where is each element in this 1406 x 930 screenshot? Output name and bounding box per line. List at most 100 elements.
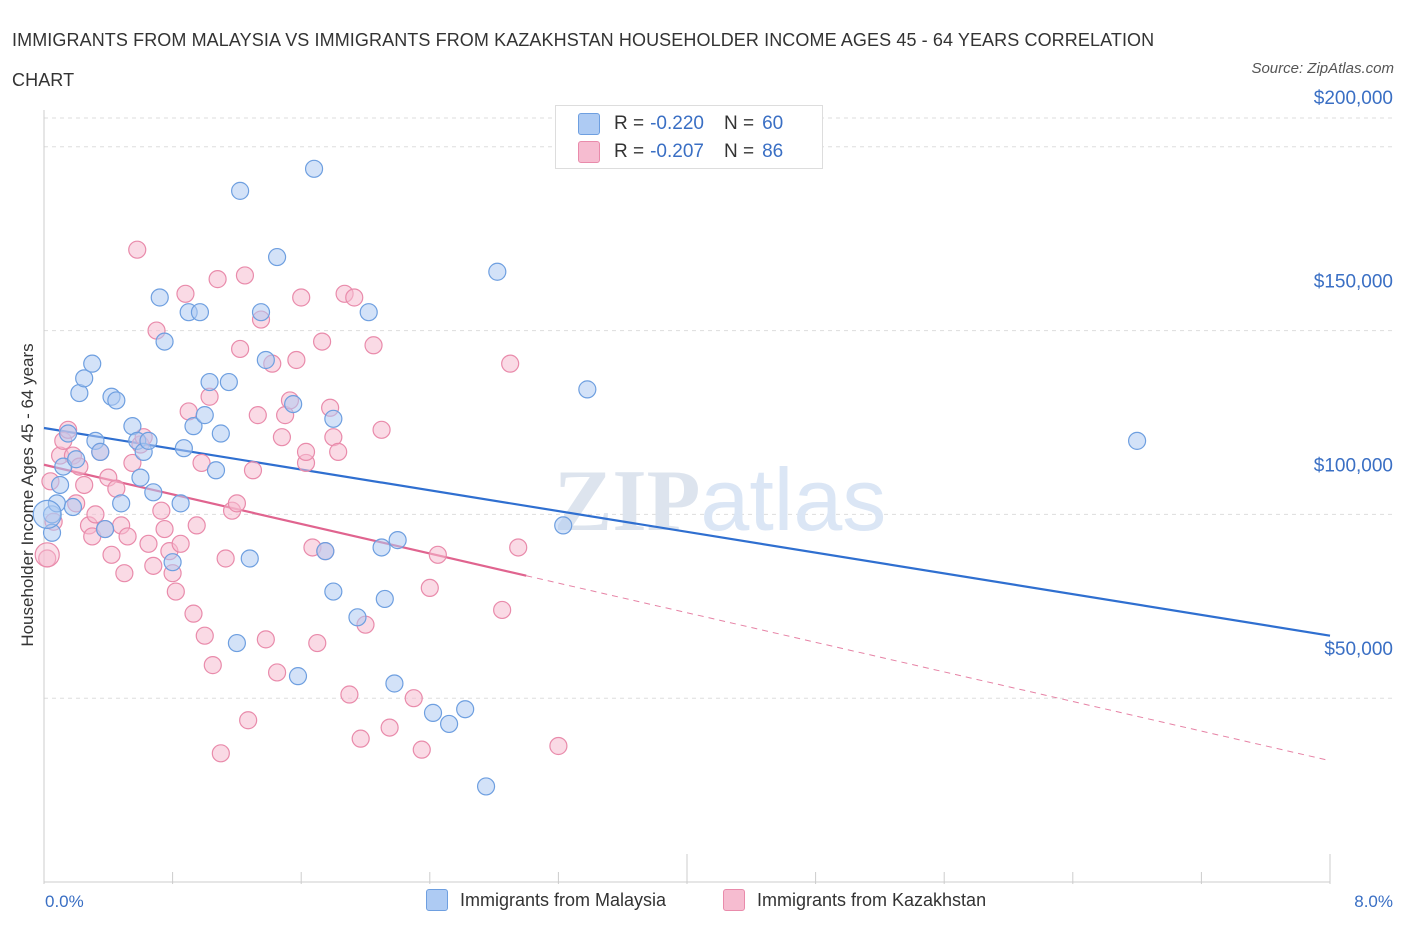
points-layer [32,159,1147,796]
legend-r-label: R = [614,113,645,134]
point-malaysia [476,777,496,796]
point-kazakhstan [192,453,211,473]
point-kazakhstan [102,545,121,564]
series-legend-kazakhstan: Immigrants from Kazakhstan [723,889,986,911]
series-legend-malaysia: Immigrants from Malaysia [426,889,666,911]
legend-n-value: 60 [762,113,784,134]
series-name-kazakhstan: Immigrants from Kazakhstan [757,889,987,910]
point-malaysia [200,372,219,392]
point-kazakhstan [115,564,134,583]
x-tick-label-max: 8.0% [1354,892,1393,911]
legend-r-value: -0.220 [650,113,704,134]
point-malaysia [439,714,459,734]
point-kazakhstan [211,744,230,763]
point-malaysia [324,409,343,428]
point-malaysia [385,674,404,693]
point-malaysia [227,633,246,653]
chart-title: IMMIGRANTS FROM MALAYSIA VS IMMIGRANTS F… [12,30,1155,90]
point-malaysia [256,350,275,370]
point-malaysia [456,700,475,719]
point-malaysia [1127,431,1147,450]
watermark: ZIPatlas [554,450,887,550]
point-kazakhstan [267,663,287,682]
point-kazakhstan [152,501,171,520]
point-kazakhstan [329,442,348,461]
trend-line-extension-kazakhstan [526,575,1331,762]
point-malaysia [288,667,308,686]
point-malaysia [219,372,238,392]
point-malaysia [267,247,287,267]
series-swatch-malaysia [426,889,448,911]
point-kazakhstan [380,718,399,737]
point-kazakhstan [86,505,105,524]
point-kazakhstan [123,453,142,473]
point-kazakhstan [351,729,370,748]
point-malaysia [95,519,115,539]
point-kazakhstan [287,350,306,370]
point-malaysia [112,494,131,513]
point-malaysia [91,442,110,461]
point-malaysia [240,549,259,568]
point-kazakhstan [364,336,383,355]
point-kazakhstan [128,240,147,259]
trend-line-malaysia [43,426,1331,637]
point-malaysia [139,431,158,450]
legend-row-kazakhstan: R = -0.207 N = 86 [578,139,783,165]
point-kazakhstan [412,740,431,759]
point-malaysia [251,303,271,322]
legend-row-malaysia: R = -0.220 N = 60 [578,111,783,137]
point-malaysia [316,542,335,561]
point-malaysia [59,424,78,443]
legend-swatch-kazakhstan [578,141,600,163]
point-malaysia [211,424,230,443]
y-tick-label: $150,000 [1314,272,1393,293]
point-kazakhstan [155,519,174,539]
point-kazakhstan [231,339,250,359]
point-kazakhstan [216,549,235,568]
point-kazakhstan [272,428,292,447]
series-swatch-kazakhstan [723,889,745,911]
point-kazakhstan [187,516,206,535]
source-credit: Source: ZipAtlas.com [1251,60,1394,77]
point-malaysia [67,450,86,469]
series-legend: Immigrants from Malaysia Immigrants from… [0,889,1406,915]
point-malaysia [155,332,174,351]
point-kazakhstan [176,284,195,303]
point-kazakhstan [292,288,311,307]
point-malaysia [107,391,126,410]
point-kazakhstan [312,332,332,351]
y-tick-label: $50,000 [1324,639,1393,660]
point-kazakhstan [195,626,214,645]
point-malaysia [83,354,102,373]
point-kazakhstan [208,270,227,289]
point-malaysia [206,461,226,480]
point-malaysia [75,369,94,388]
point-kazakhstan [420,578,439,598]
point-kazakhstan [227,494,246,513]
point-malaysia [190,303,210,322]
point-kazakhstan [509,538,528,557]
y-tick-label: $200,000 [1314,88,1393,109]
point-kazakhstan [139,534,158,553]
watermark-text: atlas [700,450,886,549]
point-malaysia [388,531,407,550]
point-malaysia [372,538,391,557]
point-malaysia [32,499,62,529]
legend-n-label: N = [723,141,755,162]
point-kazakhstan [501,354,520,373]
x-tick-label-min: 0.0% [45,892,84,911]
point-kazakhstan [203,656,222,675]
point-malaysia [304,159,324,178]
point-kazakhstan [75,475,94,495]
point-kazakhstan [118,527,137,546]
point-kazakhstan [308,633,327,653]
y-tick-label: $100,000 [1314,455,1393,476]
point-kazakhstan [345,288,364,307]
axis-layer [43,110,1331,884]
point-kazakhstan [340,685,359,704]
point-kazakhstan [296,442,316,461]
point-kazakhstan [239,711,258,730]
point-malaysia [284,394,303,414]
point-malaysia [163,553,182,572]
